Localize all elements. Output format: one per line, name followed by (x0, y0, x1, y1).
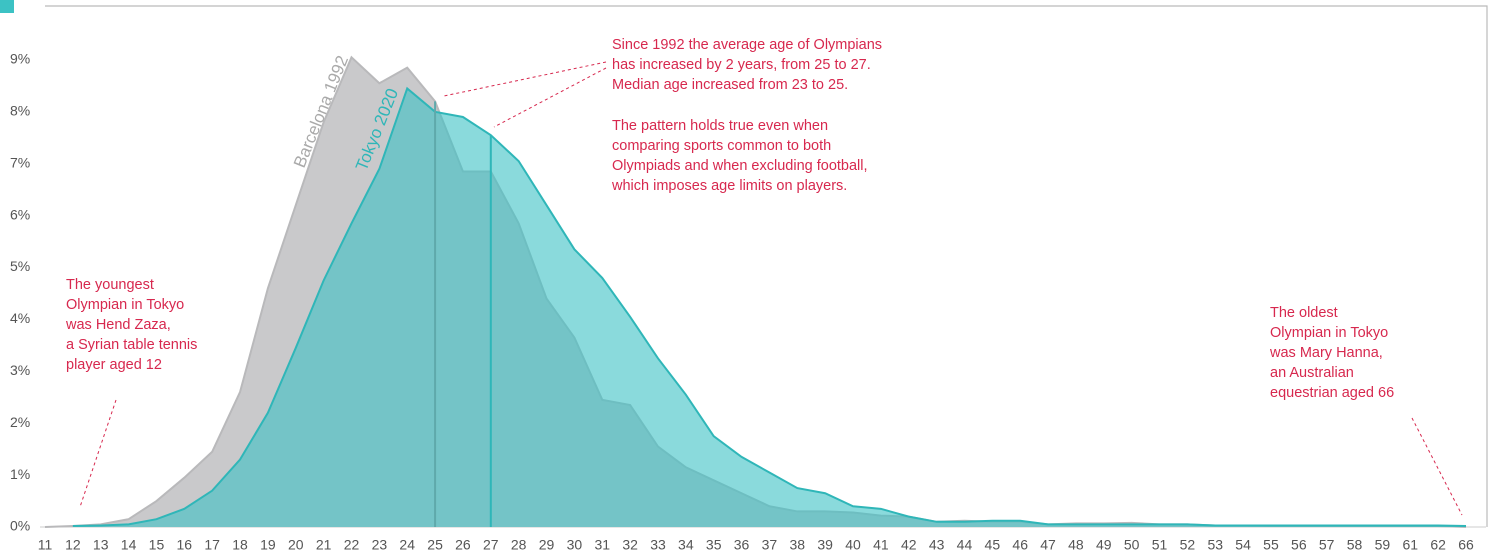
y-tick-label: 5% (10, 258, 30, 274)
x-tick-label: 28 (511, 537, 527, 553)
x-tick-label: 19 (260, 537, 276, 553)
x-tick-label: 37 (762, 537, 778, 553)
arrows (79, 61, 1463, 516)
x-tick-label: 20 (288, 537, 304, 553)
x-tick-label: 17 (204, 537, 220, 553)
x-tick-label: 25 (427, 537, 443, 553)
x-tick-label: 52 (1180, 537, 1196, 553)
x-tick-label: 29 (539, 537, 555, 553)
x-tick-label: 21 (316, 537, 332, 553)
annotation: an Australian (1270, 365, 1354, 381)
y-tick-label: 3% (10, 362, 30, 378)
y-tick-label: 7% (10, 154, 30, 170)
x-tick-label: 51 (1152, 537, 1168, 553)
annotation: which imposes age limits on players. (611, 178, 847, 194)
x-tick-label: 13 (93, 537, 109, 553)
x-tick-label: 38 (790, 537, 806, 553)
title-marker (0, 0, 14, 13)
y-tick-label: 0% (10, 518, 30, 534)
arrow (79, 399, 117, 508)
x-tick-label: 14 (121, 537, 137, 553)
x-tick-label: 42 (901, 537, 917, 553)
annotation: Olympian in Tokyo (66, 297, 184, 313)
annotation: Since 1992 the average age of Olympians (612, 37, 882, 53)
annotation: a Syrian table tennis (66, 337, 197, 353)
annotation: Olympiads and when excluding football, (612, 158, 868, 174)
x-tick-label: 31 (594, 537, 610, 553)
x-tick-label: 62 (1430, 537, 1446, 553)
annotation: was Mary Hanna, (1269, 345, 1383, 361)
frame (45, 5, 1488, 527)
x-tick-label: 15 (149, 537, 165, 553)
x-tick-label: 32 (622, 537, 638, 553)
x-tick-label: 26 (455, 537, 471, 553)
annotation: Median age increased from 23 to 25. (612, 77, 848, 93)
y-tick-label: 8% (10, 103, 30, 119)
x-tick-label: 48 (1068, 537, 1084, 553)
y-tick-label: 9% (10, 51, 30, 67)
annotation: The youngest (66, 277, 154, 293)
x-tick-label: 56 (1291, 537, 1307, 553)
annotation: comparing sports common to both (612, 138, 831, 154)
x-tick-label: 23 (372, 537, 388, 553)
x-tick-label: 45 (985, 537, 1001, 553)
x-tick-label: 66 (1458, 537, 1474, 553)
x-tick-label: 11 (38, 537, 53, 553)
y-tick-label: 4% (10, 310, 30, 326)
x-tick-label: 36 (734, 537, 750, 553)
x-tick-label: 24 (399, 537, 415, 553)
x-tick-label: 57 (1319, 537, 1335, 553)
x-tick-label: 34 (678, 537, 694, 553)
x-tick-label: 59 (1375, 537, 1391, 553)
x-tick-label: 58 (1347, 537, 1363, 553)
x-tick-label: 41 (873, 537, 889, 553)
x-tick-label: 46 (1012, 537, 1028, 553)
annotation: equestrian aged 66 (1270, 385, 1394, 401)
x-tick-label: 40 (845, 537, 861, 553)
y-tick-label: 1% (10, 466, 30, 482)
annotation: was Hend Zaza, (65, 317, 171, 333)
x-tick-label: 44 (957, 537, 973, 553)
area (72, 88, 1466, 527)
x-tick-label: 18 (232, 537, 248, 553)
x-tick-label: 35 (706, 537, 722, 553)
x-tick-label: 53 (1207, 537, 1223, 553)
arrow (493, 67, 607, 128)
x-tick-label: 54 (1235, 537, 1251, 553)
annotation: player aged 12 (66, 357, 162, 373)
x-tick-label: 39 (817, 537, 833, 553)
y-tick-label: 2% (10, 414, 30, 430)
x-tick-label: 47 (1040, 537, 1056, 553)
x-tick-label: 61 (1402, 537, 1418, 553)
x-tick-label: 49 (1096, 537, 1112, 553)
arrow (443, 61, 607, 97)
annotation: Olympian in Tokyo (1270, 325, 1388, 341)
y-tick-label: 6% (10, 206, 30, 222)
x-tick-label: 16 (177, 537, 193, 553)
x-tick-label: 50 (1124, 537, 1140, 553)
annotation: The pattern holds true even when (612, 118, 828, 134)
line (72, 86, 1467, 527)
arrow (1411, 417, 1463, 516)
x-tick-label: 27 (483, 537, 499, 553)
x-tick-label: 30 (567, 537, 583, 553)
annotation: The oldest (1270, 305, 1338, 321)
x-tick-label: 22 (344, 537, 360, 553)
x-tick-label: 55 (1263, 537, 1279, 553)
x-tick-label: 33 (650, 537, 666, 553)
x-tick-label: 12 (65, 537, 81, 553)
x-tick-label: 43 (929, 537, 945, 553)
annotation: has increased by 2 years, from 25 to 27. (612, 57, 871, 73)
